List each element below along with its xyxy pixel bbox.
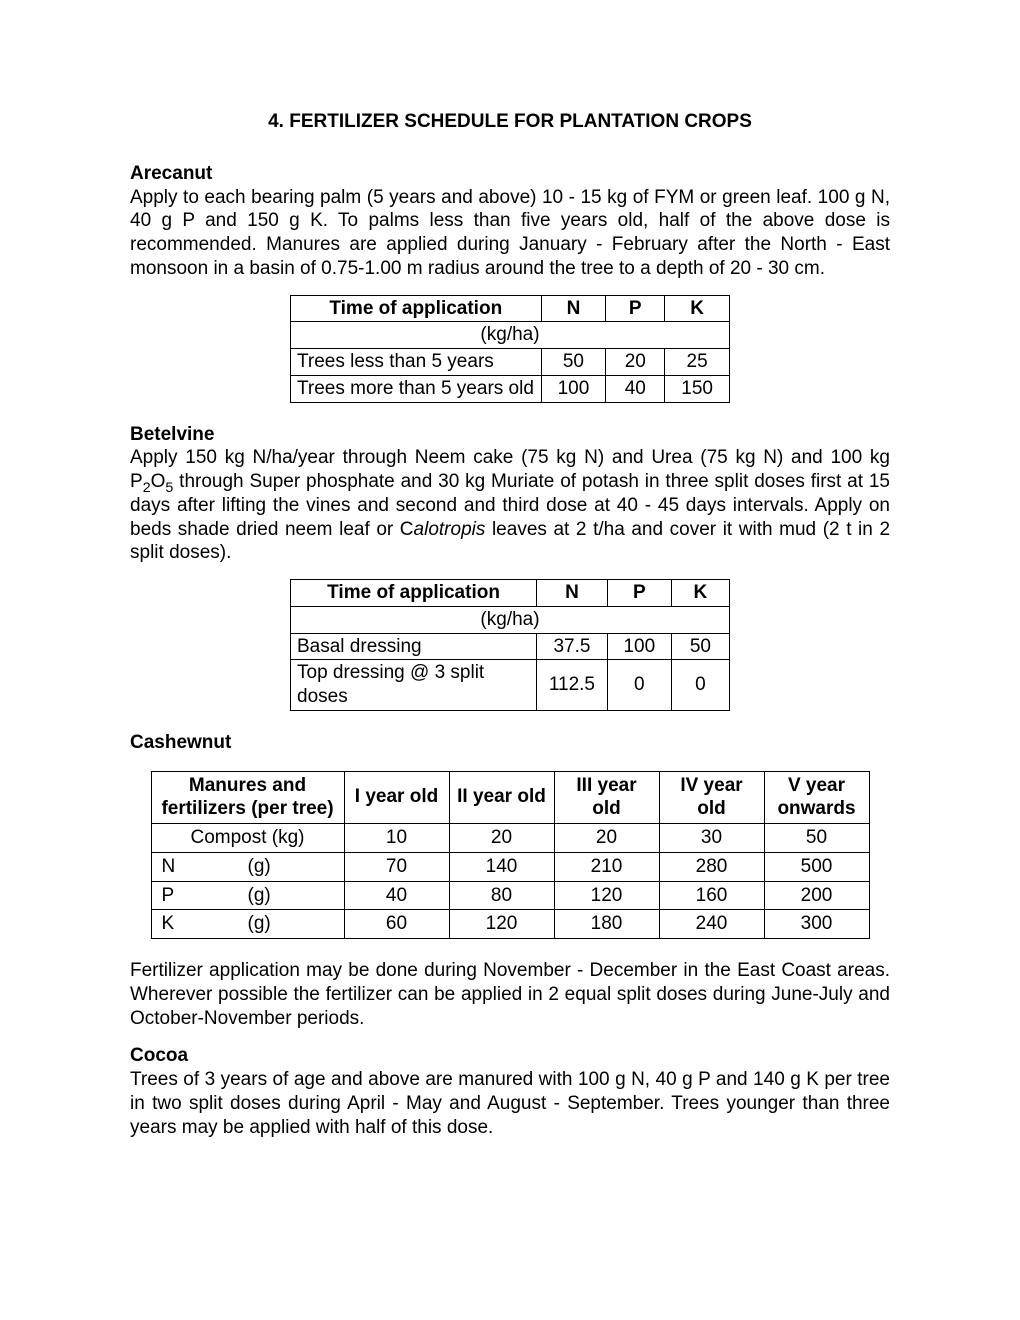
col-p: P [607, 580, 671, 607]
col-k: K [665, 295, 730, 322]
row-label: Basal dressing [291, 633, 537, 660]
subscript: 2 [143, 480, 151, 496]
arecanut-table: Time of application N P K (kg/ha) Trees … [290, 295, 730, 403]
cashewnut-paragraph: Fertilizer application may be done durin… [130, 959, 890, 1030]
cell-p: 0 [607, 660, 671, 711]
row-label: N(g) [151, 852, 344, 881]
text: O [151, 471, 166, 492]
cell: 20 [449, 824, 554, 853]
cell: 40 [344, 881, 449, 910]
col-year4: IV year old [659, 771, 764, 824]
cell-n: 112.5 [537, 660, 608, 711]
cell-n: 37.5 [537, 633, 608, 660]
row-label: P(g) [151, 881, 344, 910]
cell-k: 25 [665, 349, 730, 376]
cashewnut-heading: Cashewnut [130, 731, 890, 755]
col-time: Time of application [291, 295, 542, 322]
table-row: Compost (kg) 10 20 20 30 50 [151, 824, 869, 853]
cell-p: 100 [607, 633, 671, 660]
table-row: K(g) 60 120 180 240 300 [151, 910, 869, 939]
cell: 300 [764, 910, 869, 939]
cell: 80 [449, 881, 554, 910]
italic-text: alotropis [414, 519, 486, 540]
row-label: K(g) [151, 910, 344, 939]
table-row: Trees more than 5 years old 100 40 150 [291, 375, 730, 402]
table-header-row: Manures and fertilizers (per tree) I yea… [151, 771, 869, 824]
col-time: Time of application [291, 580, 537, 607]
betelvine-table: Time of application N P K (kg/ha) Basal … [290, 579, 730, 711]
cell: 120 [449, 910, 554, 939]
cell-k: 50 [671, 633, 729, 660]
cell: 240 [659, 910, 764, 939]
col-n: N [541, 295, 606, 322]
cell: 280 [659, 852, 764, 881]
col-p: P [606, 295, 665, 322]
table-row: Basal dressing 37.5 100 50 [291, 633, 730, 660]
arecanut-heading: Arecanut [130, 162, 890, 186]
row-label: Trees less than 5 years [291, 349, 542, 376]
table-unit-row: (kg/ha) [291, 606, 730, 633]
cocoa-paragraph: Trees of 3 years of age and above are ma… [130, 1068, 890, 1139]
betelvine-paragraph: Apply 150 kg N/ha/year through Neem cake… [130, 446, 890, 565]
cell: 140 [449, 852, 554, 881]
cell-k: 150 [665, 375, 730, 402]
table-row: Trees less than 5 years 50 20 25 [291, 349, 730, 376]
cashewnut-table: Manures and fertilizers (per tree) I yea… [151, 771, 870, 940]
cell: 210 [554, 852, 659, 881]
cell-p: 40 [606, 375, 665, 402]
betelvine-heading: Betelvine [130, 423, 890, 447]
cell: 10 [344, 824, 449, 853]
table-row: P(g) 40 80 120 160 200 [151, 881, 869, 910]
table-unit-row: (kg/ha) [291, 322, 730, 349]
col-manures: Manures and fertilizers (per tree) [151, 771, 344, 824]
col-year5: V year onwards [764, 771, 869, 824]
cell: 160 [659, 881, 764, 910]
arecanut-paragraph: Apply to each bearing palm (5 years and … [130, 186, 890, 281]
row-label: Compost (kg) [151, 824, 344, 853]
cell: 180 [554, 910, 659, 939]
cell: 30 [659, 824, 764, 853]
cell: 70 [344, 852, 449, 881]
table-header-row: Time of application N P K [291, 580, 730, 607]
cell: 200 [764, 881, 869, 910]
page-title: 4. FERTILIZER SCHEDULE FOR PLANTATION CR… [130, 110, 890, 134]
cell: 50 [764, 824, 869, 853]
table-row: Top dressing @ 3 split doses 112.5 0 0 [291, 660, 730, 711]
col-year2: II year old [449, 771, 554, 824]
unit-cell: (kg/ha) [291, 606, 730, 633]
row-label: Trees more than 5 years old [291, 375, 542, 402]
col-k: K [671, 580, 729, 607]
cell: 120 [554, 881, 659, 910]
page: 4. FERTILIZER SCHEDULE FOR PLANTATION CR… [0, 0, 1020, 1320]
cell-k: 0 [671, 660, 729, 711]
cell-n: 100 [541, 375, 606, 402]
cell-p: 20 [606, 349, 665, 376]
table-row: N(g) 70 140 210 280 500 [151, 852, 869, 881]
col-year1: I year old [344, 771, 449, 824]
unit-cell: (kg/ha) [291, 322, 730, 349]
cell: 60 [344, 910, 449, 939]
row-label: Top dressing @ 3 split doses [291, 660, 537, 711]
table-header-row: Time of application N P K [291, 295, 730, 322]
cell-n: 50 [541, 349, 606, 376]
cell: 20 [554, 824, 659, 853]
col-n: N [537, 580, 608, 607]
col-year3: III year old [554, 771, 659, 824]
cell: 500 [764, 852, 869, 881]
cocoa-heading: Cocoa [130, 1044, 890, 1068]
